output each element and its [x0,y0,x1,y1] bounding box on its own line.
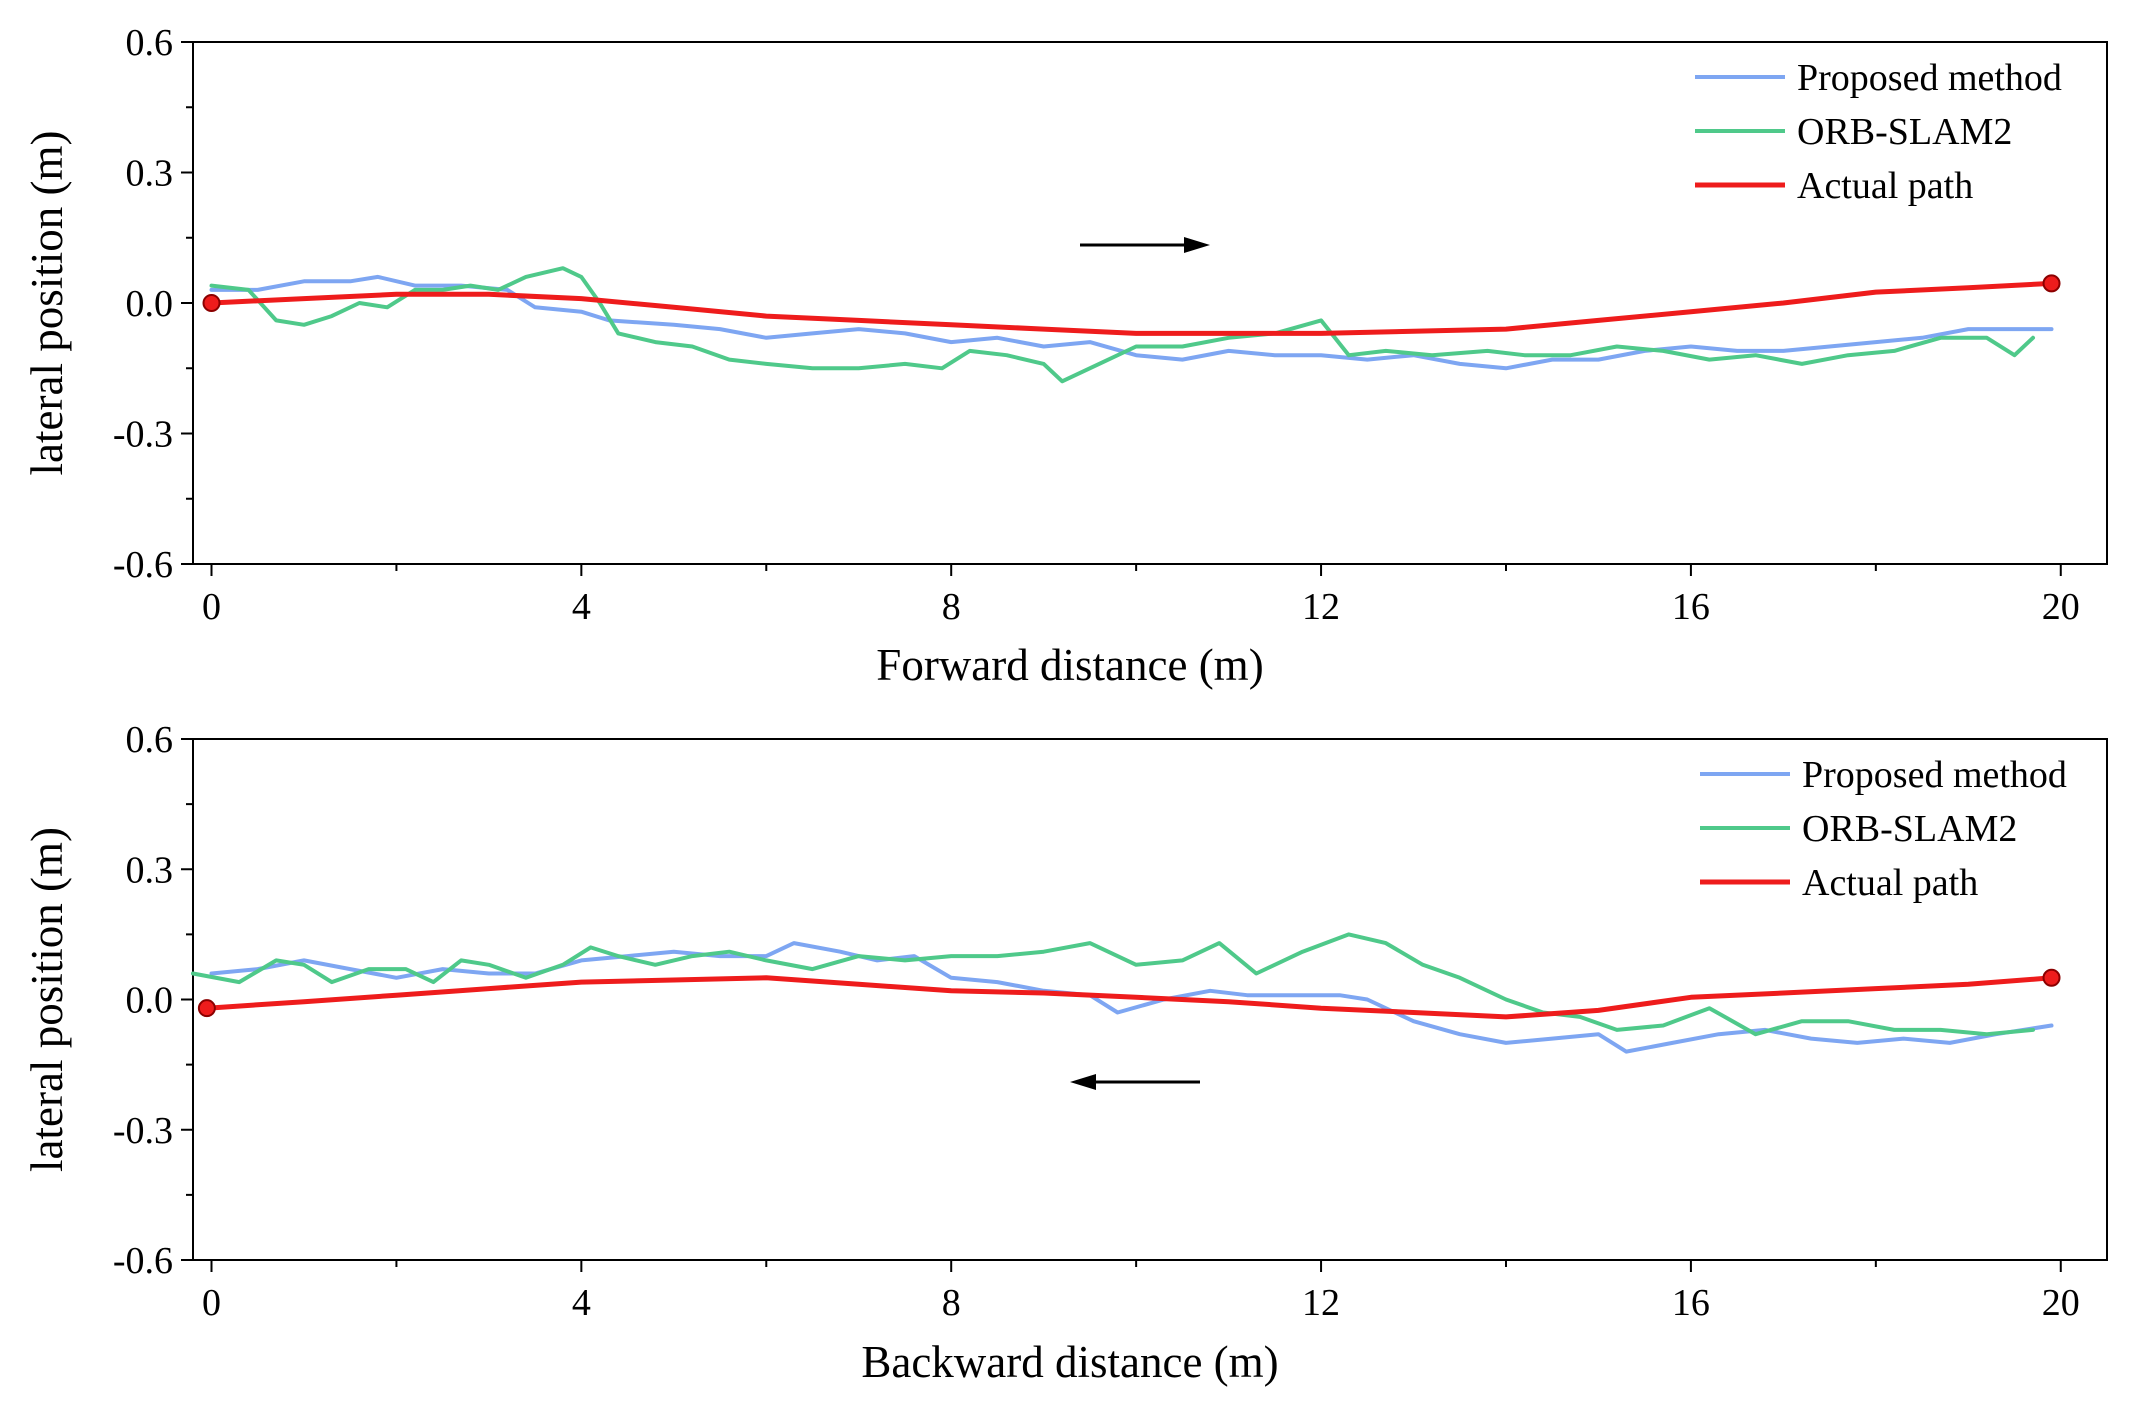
legend-label: ORB-SLAM2 [1802,808,2017,850]
x-tick-label: 16 [1672,586,1710,628]
y-tick-label: -0.3 [113,1110,173,1152]
x-axis-title: Forward distance (m) [876,640,1263,690]
legend-label: Proposed method [1802,754,2067,796]
forward-trajectory-panel: 0 4 8 12 16 20 0.6 0.3 0.0 -0.3 -0.6 Forward distan… [22,22,2108,690]
x-tick-label: 4 [572,1282,591,1324]
legend-label: Actual path [1797,165,1973,207]
x-tick-label: 4 [572,586,591,628]
y-axis-title: lateral position (m) [22,827,72,1172]
series-line-actual-path [204,975,2054,1020]
x-tick-label: 0 [202,1282,221,1324]
y-tick-label: 0.3 [126,849,174,891]
y-tick-label: 0.6 [126,22,174,64]
x-axis-title: Backward distance (m) [861,1337,1278,1387]
series-line-orb-slam2 [191,932,2035,1037]
series-line-orb-slam2 [209,266,2035,384]
y-tick-label: -0.6 [113,1240,173,1282]
legend-label: ORB-SLAM2 [1797,111,2012,153]
x-tick-label: 12 [1302,586,1340,628]
path-endpoint-marker [2042,968,2061,987]
x-tick-label: 8 [942,586,961,628]
series-line-actual-path [209,280,2054,336]
direction-arrow-right-icon [1184,237,1210,253]
y-axis-title: lateral position (m) [22,131,72,476]
y-tick-label: 0.6 [126,719,174,761]
x-tick-label: 20 [2042,586,2080,628]
y-tick-label: -0.3 [113,414,173,456]
path-endpoint-marker [202,294,221,312]
y-tick-label: 0.3 [126,153,174,195]
direction-arrow-left-icon [1070,1074,1096,1090]
legend-label: Actual path [1802,862,1978,904]
x-tick-label: 0 [202,586,221,628]
x-tick-label: 8 [942,1282,961,1324]
backward-trajectory-panel: 0 4 8 12 16 20 0.6 0.3 0.0 -0.3 -0.6 Backward dista… [22,719,2108,1387]
path-endpoint-marker [197,999,216,1018]
series-line-proposed-method [209,274,2054,371]
y-tick-label: 0.0 [126,980,174,1022]
y-tick-label: -0.6 [113,544,173,586]
y-tick-label: 0.0 [126,283,174,325]
x-tick-label: 20 [2042,1282,2080,1324]
x-tick-label: 12 [1302,1282,1340,1324]
path-endpoint-marker [2042,274,2061,293]
legend-label: Proposed method [1797,57,2062,99]
x-tick-label: 16 [1672,1282,1710,1324]
